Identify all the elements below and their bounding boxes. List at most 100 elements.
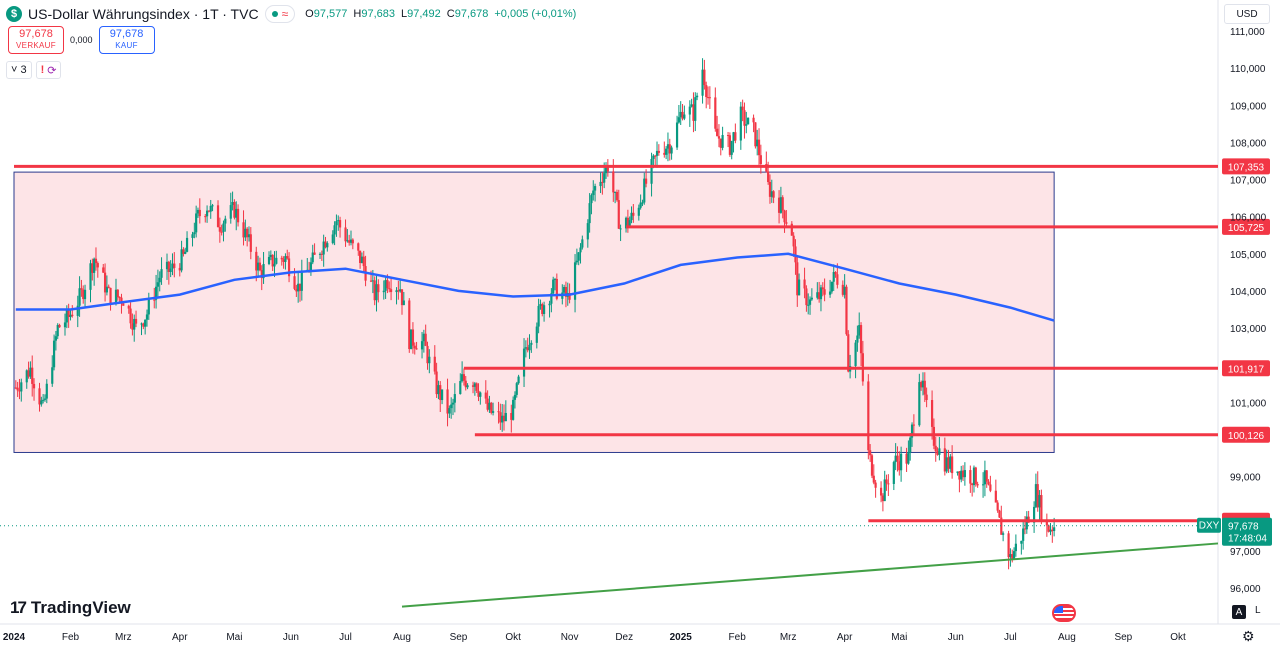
x-tick-label: Jul [339, 632, 352, 643]
level-price-text: 107,353 [1228, 162, 1265, 173]
candle-body [739, 106, 742, 141]
candle-body [537, 305, 540, 327]
candle-body [657, 150, 660, 153]
candle-body [247, 234, 251, 238]
auto-scale-button[interactable]: A [1232, 605, 1246, 619]
candle-body [770, 191, 773, 197]
candle-body [224, 218, 227, 224]
candle-body [359, 250, 362, 263]
candle-body [466, 385, 469, 388]
candle-body [706, 97, 710, 99]
currency-select[interactable]: USD [1224, 4, 1270, 24]
candle-body [351, 239, 354, 244]
candle-body [1051, 529, 1054, 532]
candle-body [40, 400, 43, 405]
candle-body [644, 178, 648, 184]
symbol-title[interactable]: US-Dollar Währungsindex · 1T · TVC [28, 6, 259, 22]
gear-icon[interactable]: ⚙ [1242, 628, 1255, 644]
candle-body [142, 323, 145, 327]
candle-body [78, 288, 81, 306]
candle-body [617, 200, 620, 229]
candle-body [785, 222, 788, 224]
candle-body [934, 445, 937, 452]
y-tick-label: 99,000 [1230, 473, 1261, 484]
candle-body [834, 272, 837, 275]
candle-body [400, 289, 404, 306]
candle-body [280, 257, 283, 260]
candle-body [371, 280, 374, 282]
candle-body [998, 510, 1001, 518]
candle-body [178, 267, 181, 271]
candle-body [614, 191, 617, 193]
x-tick-label: Mrz [115, 632, 132, 643]
x-tick-label: Okt [505, 632, 521, 643]
candle-body [579, 247, 582, 253]
candle-body [459, 381, 462, 395]
candle-body [630, 212, 633, 221]
candle-body [705, 85, 708, 98]
candle-body [249, 234, 252, 252]
y-tick-label: 108,000 [1230, 138, 1267, 149]
candle-body [479, 392, 482, 397]
candle-body [588, 203, 591, 224]
candle-body [517, 376, 520, 384]
candle-body [688, 106, 691, 115]
candle-body [972, 467, 976, 486]
candle-body [103, 272, 107, 293]
y-tick-label: 103,000 [1230, 324, 1267, 335]
candle-body [244, 228, 247, 238]
candle-body [211, 205, 214, 207]
x-tick-label: Feb [62, 632, 80, 643]
candles [14, 58, 1056, 570]
candle-body [730, 140, 733, 155]
indicators-toggle[interactable]: ˅ 3 [6, 61, 32, 79]
ohlc-values: O97,577 H97,683 L97,492 C97,678 +0,005 (… [305, 8, 577, 20]
candle-body [373, 280, 376, 301]
candle-body [777, 197, 781, 213]
candle-body [1011, 554, 1014, 559]
alert-sync-box[interactable]: ! ⟳ [35, 61, 62, 79]
indicator-count: 3 [20, 64, 27, 76]
candle-body [885, 479, 888, 484]
y-tick-label: 97,000 [1230, 547, 1261, 558]
candle-body [874, 482, 877, 488]
sell-price: 97,678 [19, 28, 53, 40]
candle-body [267, 256, 271, 264]
candle-body [122, 303, 125, 306]
candle-body [912, 424, 915, 426]
buy-button[interactable]: 97,678 KAUF [98, 26, 155, 54]
candle-body [821, 287, 824, 290]
symbol-tag [1197, 517, 1221, 533]
log-scale-button[interactable]: L [1255, 605, 1261, 616]
candle-body [235, 208, 238, 218]
candle-body [772, 191, 775, 198]
candle-body [641, 202, 644, 204]
candle-body [548, 303, 551, 306]
candle-body [1036, 484, 1039, 508]
candle-body [349, 239, 353, 243]
candle-body [426, 345, 429, 364]
sell-label: VERKAUF [16, 41, 56, 50]
tradingview-logo[interactable]: 17 TradingView [10, 598, 131, 618]
candle-body [515, 383, 518, 395]
sell-button[interactable]: 97,678 VERKAUF [8, 26, 64, 54]
candle-body [38, 388, 41, 405]
candle-body [1047, 525, 1050, 532]
us-flag-icon[interactable] [1052, 604, 1076, 622]
candle-body [1007, 533, 1010, 558]
market-status-pill[interactable]: ≈ [264, 5, 296, 23]
candle-body [58, 324, 61, 328]
moving-average-line [15, 252, 1055, 322]
candle-body [173, 263, 176, 268]
candle-body [320, 253, 323, 255]
candle-body [790, 223, 793, 236]
candle-body [726, 135, 730, 137]
candle-body [411, 329, 415, 346]
candle-body [683, 114, 686, 119]
last-price-label [1222, 517, 1272, 546]
candle-body [346, 240, 349, 242]
candle-body [670, 147, 673, 154]
candle-body [575, 260, 578, 263]
trade-panel: 97,678 VERKAUF 0,000 97,678 KAUF [8, 26, 155, 54]
